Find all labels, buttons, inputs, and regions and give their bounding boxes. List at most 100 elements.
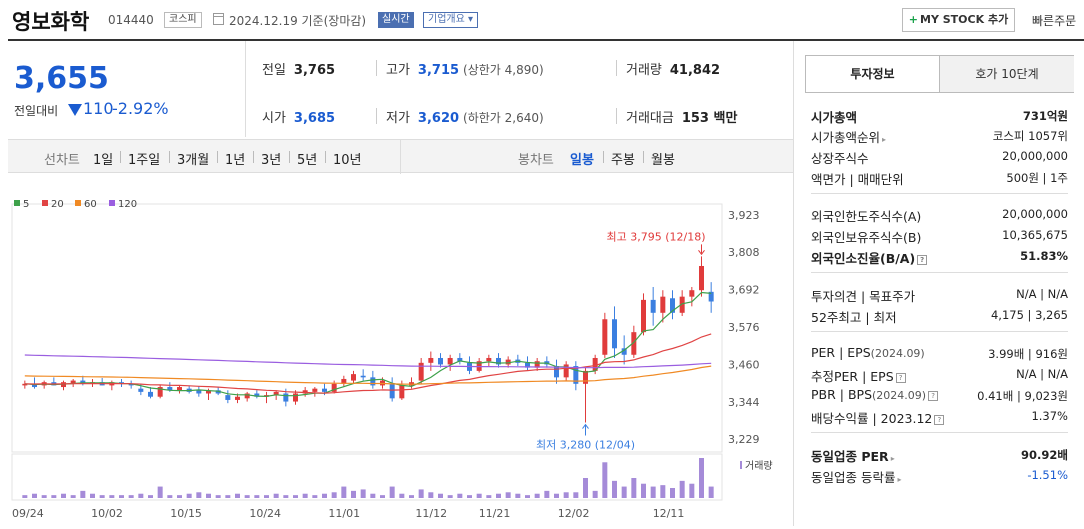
period-1w[interactable]: 1주일 [128, 153, 161, 168]
price-chart-svg[interactable]: 5 20 60 120 3,923 3,808 3,692 3,576 3,460 3,344 3,… [0, 180, 796, 526]
volume-bar [293, 495, 298, 498]
row-foreign-hold: 외국인보유주식수(B) 10,365,675 [811, 228, 1068, 245]
add-mystock-label: MY STOCK 추가 [920, 13, 1009, 26]
line-chart-label: 선차트 [44, 153, 80, 168]
candle-body [293, 393, 298, 402]
volume-bar [312, 495, 318, 498]
volume-bar [573, 492, 579, 498]
candle-body [428, 357, 434, 363]
candle-body [322, 388, 327, 392]
volume-bar [22, 495, 28, 498]
row-sector-rate[interactable]: 동일업종 등락률 ▸ -1.51% [811, 468, 1068, 485]
period-3m[interactable]: 3개월 [177, 153, 210, 168]
period-1d[interactable]: 1일 [93, 153, 114, 168]
row-est-per: 추정PER | EPS? N/A | N/A [811, 367, 1068, 384]
period-monthly[interactable]: 월봉 [651, 153, 675, 168]
chart-frame [11, 203, 723, 453]
volume-bar [534, 493, 540, 498]
volume-bar [505, 492, 511, 498]
candle-body [699, 265, 704, 291]
period-5y[interactable]: 5년 [297, 153, 318, 168]
help-icon[interactable]: ? [928, 390, 939, 401]
tab-invest-info[interactable]: 투자정보 [806, 56, 940, 92]
candle-body [525, 362, 530, 368]
stock-code: 014440 [108, 13, 154, 27]
candle-body [573, 366, 579, 384]
volume-bar [660, 485, 666, 498]
candle-body [592, 357, 598, 371]
help-icon[interactable]: ? [934, 414, 945, 425]
candle-body [351, 374, 356, 381]
divider [811, 272, 1068, 273]
ma60-line [24, 365, 712, 385]
stock-header: 영보화학 014440 코스피 2024.12.19 기준(장마감) 실시간 기… [0, 0, 1084, 40]
ma20-line [24, 333, 712, 394]
volume-bar [679, 480, 685, 498]
x-tick-label: 10/24 [249, 507, 281, 520]
legend-label: 120 [118, 199, 137, 210]
volume-bar [447, 495, 453, 498]
row-per-eps: PER | EPS(2024.09) 3.99배 | 916원 [811, 345, 1068, 361]
legend-swatch [109, 200, 115, 206]
candle-body [457, 357, 463, 362]
volume-bar [650, 486, 656, 498]
volume-frame [11, 453, 723, 501]
add-mystock-button[interactable]: + MY STOCK 추가 [902, 8, 1015, 32]
realtime-badge[interactable]: 실시간 [378, 12, 414, 28]
investment-info-panel: 투자정보 호가 10단계 시가총액 731억원 시가총액순위 ▸ 코스피 1057… [805, 55, 1074, 495]
volume-bar [592, 490, 598, 498]
volume-bar [215, 495, 221, 498]
x-tick-label: 10/15 [170, 507, 202, 520]
min-arrow-head [582, 423, 589, 429]
row-cap-rank[interactable]: 시가총액순위 ▸ 코스피 1057위 [811, 129, 1068, 145]
arrow-right-icon: ▸ [882, 135, 887, 144]
volume-bar [515, 493, 521, 498]
candle-body [215, 390, 221, 394]
x-tick-label: 11/01 [328, 507, 360, 520]
x-tick-label: 10/02 [91, 507, 123, 520]
volume-bar [109, 495, 115, 498]
corp-info-dropdown[interactable]: 기업개요 ▾ [423, 12, 478, 28]
volume-bar [457, 493, 463, 498]
quick-order-link[interactable]: 빠른주문 [1032, 14, 1077, 28]
y-tick-label: 3,344 [728, 396, 760, 409]
volume-bar [244, 495, 250, 498]
tab-order-book[interactable]: 호가 10단계 [940, 56, 1074, 92]
change-percent: -2.92% [112, 99, 169, 118]
period-bar: 선차트 1일 1주일 3개월 1년 3년 5년 10년 봉차트 일봉 주봉 월봉 [8, 139, 794, 174]
plus-icon: + [908, 13, 919, 26]
volume-bar [612, 480, 617, 498]
change-value: 110 [83, 99, 114, 118]
row-sector-per[interactable]: 동일업종 PER ▸ 90.92배 [811, 448, 1068, 464]
candle-body [254, 393, 260, 397]
candle-body [554, 366, 559, 378]
stat-open: 시가 3,685 [262, 111, 336, 126]
candle-body [399, 385, 405, 399]
y-tick-label: 3,460 [728, 358, 760, 371]
row-pbr-bps: PBR | BPS(2024.09)? 0.41배 | 9,023원 [811, 387, 1068, 403]
volume-bar [186, 493, 192, 498]
divider [616, 60, 617, 76]
candle-body [418, 362, 424, 381]
period-3y[interactable]: 3년 [261, 153, 282, 168]
divider [811, 331, 1068, 332]
volume-bar [157, 486, 163, 498]
row-par-unit: 액면가 | 매매단위 500원 | 1주 [811, 171, 1068, 187]
volume-bar [602, 462, 608, 498]
period-10y[interactable]: 10년 [333, 153, 362, 168]
period-1y[interactable]: 1년 [225, 153, 246, 168]
period-daily[interactable]: 일봉 [570, 153, 594, 168]
candle-body [534, 361, 540, 368]
help-icon[interactable]: ? [917, 254, 928, 265]
candle-body [370, 377, 376, 386]
volume-bar [544, 490, 550, 498]
candle-body [128, 383, 134, 386]
candle-body [148, 391, 153, 397]
candle-body [612, 319, 617, 349]
candle-body [167, 387, 173, 391]
price-chart[interactable]: 5 20 60 120 3,923 3,808 3,692 3,576 3,460 3,344 3,… [0, 180, 796, 526]
candle-chart-label: 봉차트 [518, 153, 554, 168]
help-icon[interactable]: ? [895, 372, 906, 383]
row-dividend: 배당수익률 | 2023.12? 1.37% [811, 409, 1068, 426]
period-weekly[interactable]: 주봉 [611, 153, 635, 168]
